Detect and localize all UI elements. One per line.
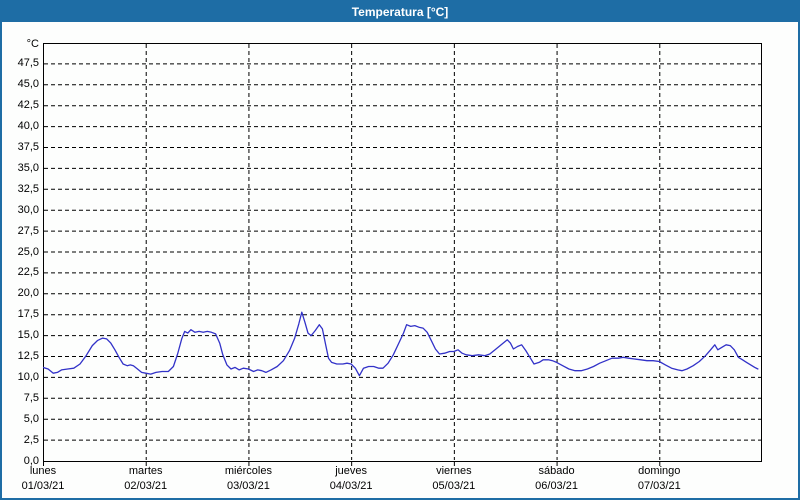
y-axis-tick-label: 0,0 [23,454,39,467]
y-axis-tick-label: 40,0 [17,120,39,133]
temperature-series-line [43,311,759,377]
y-axis-tick-label: 20,0 [17,287,39,300]
y-axis-tick-label: 7,5 [23,391,39,404]
y-axis-tick-label: 47,5 [17,57,39,70]
y-axis-tick-label: 12,5 [17,350,39,362]
y-axis-tick-label: 17,5 [17,308,39,321]
x-axis-date-label: 01/03/21 [21,480,65,492]
x-axis-date-label: 03/03/21 [227,480,270,492]
plot-border [43,43,762,462]
x-axis-day-label: sábado [538,465,575,477]
x-axis-day-label: lunes [29,465,57,477]
x-axis-day-label: viernes [436,465,472,477]
y-axis-tick-label: 32,5 [17,182,39,195]
y-axis-tick-label: 42,5 [17,99,39,112]
y-axis-tick-label: 25,0 [17,245,39,258]
x-axis-day-label: domingo [638,465,681,477]
x-axis-date-label: 04/03/21 [329,480,373,492]
y-axis-tick-label: 30,0 [17,203,39,216]
x-axis-day-label: miércoles [224,465,272,477]
y-axis-tick-label: 37,5 [17,141,39,153]
x-axis-day-label: jueves [335,465,368,477]
y-axis-tick-label: 45,0 [17,78,39,91]
chart-title: Temperatura [°C] [351,5,449,19]
x-axis-date-label: 07/03/21 [637,480,681,492]
y-axis-tick-label: 15,0 [17,329,39,342]
y-axis-tick-label: 10,0 [17,370,39,383]
y-axis-tick-label: 35,0 [17,161,39,174]
y-axis: °C 47,5 45,0 42,5 40,0 37,5 35,0 32,5 30,0 27,5 2… [2,2,39,498]
y-axis-unit-label: °C [26,38,39,50]
x-axis-date-label: 06/03/21 [535,480,578,492]
y-axis-tick-label: 27,5 [17,224,39,237]
x-axis-day-label: martes [128,465,163,477]
temperature-line-chart [43,43,762,466]
x-axis-date-label: 05/03/21 [432,480,476,492]
y-axis-tick-label: 2,5 [23,433,39,446]
y-axis-tick-label: 5,0 [23,412,39,425]
chart-titlebar: Temperatura [°C] [2,2,798,22]
y-axis-tick-label: 22,5 [17,266,39,279]
x-axis-date-label: 02/03/21 [124,480,168,492]
